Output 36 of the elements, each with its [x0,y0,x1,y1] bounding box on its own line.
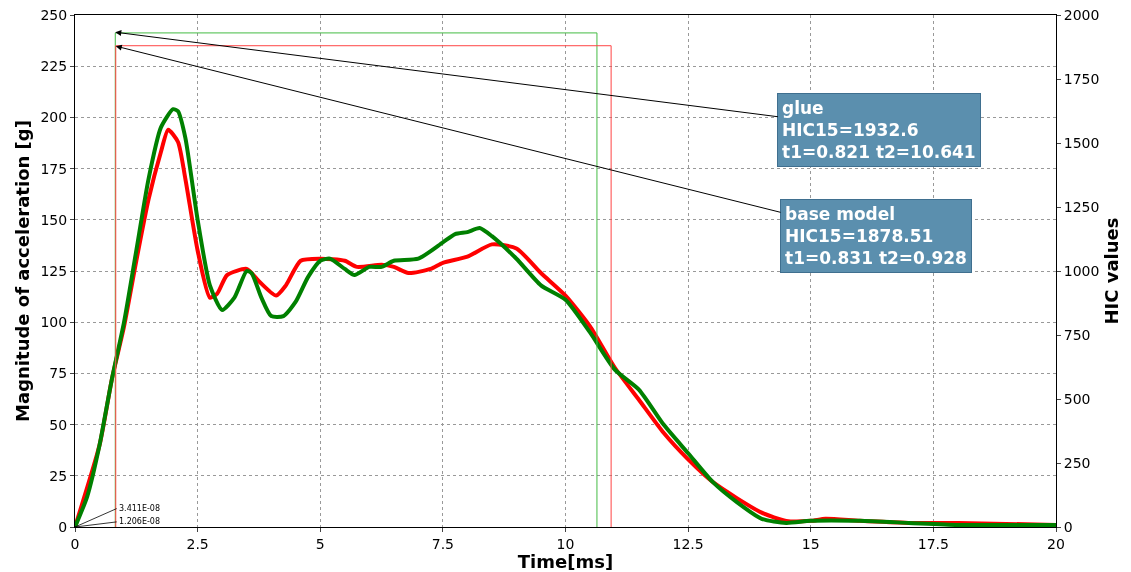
y2-tick-label: 750 [1063,326,1091,343]
annotation: 3.411E-08 [119,504,161,513]
x-tick-label: 10 [556,535,575,552]
annotation: glue HIC15=1932.6 t1=0.821 t2=10.641 [782,98,976,163]
y-tick-label: 125 [40,262,68,279]
y2-tick-label: 1250 [1063,198,1100,215]
x-tick-label: 5 [315,535,325,552]
y-tick-label: 100 [40,314,68,331]
annotation: 1.206E-08 [119,517,161,526]
y2-tick-label: 1500 [1063,134,1100,151]
x-axis-title: Time[ms] [517,551,614,572]
y2-tick-label: 1000 [1063,262,1100,279]
x-tick-label: 7.5 [431,535,455,552]
y2-axis-title: HIC values [1101,217,1123,325]
y-tick-label: 200 [40,109,68,126]
x-tick-label: 17.5 [917,535,949,552]
y-tick-label: 75 [49,365,68,382]
y2-tick-label: 2000 [1063,6,1100,23]
x-tick-label: 20 [1047,535,1065,552]
y-axis-title: Magnitude of acceleration [g] [12,120,33,422]
x-tick-label: 15 [801,535,820,552]
y-tick-label: 50 [49,416,68,433]
y2-tick-label: 1750 [1063,70,1100,87]
y2-tick-label: 0 [1063,518,1073,535]
y-tick-label: 0 [58,518,68,535]
x-tick-label: 12.5 [672,535,704,552]
y2-tick-label: 250 [1063,454,1091,471]
x-tick-label: 2.5 [186,535,209,552]
y2-tick-label: 500 [1063,390,1091,407]
y-tick-label: 150 [40,211,68,228]
x-tick-label: 0 [70,535,80,552]
annotation: base model HIC15=1878.51 t1=0.831 t2=0.928 [785,204,967,269]
y-tick-label: 250 [40,6,68,23]
y-tick-label: 25 [49,467,68,484]
y-tick-label: 175 [40,160,68,177]
y-tick-label: 225 [40,58,68,75]
